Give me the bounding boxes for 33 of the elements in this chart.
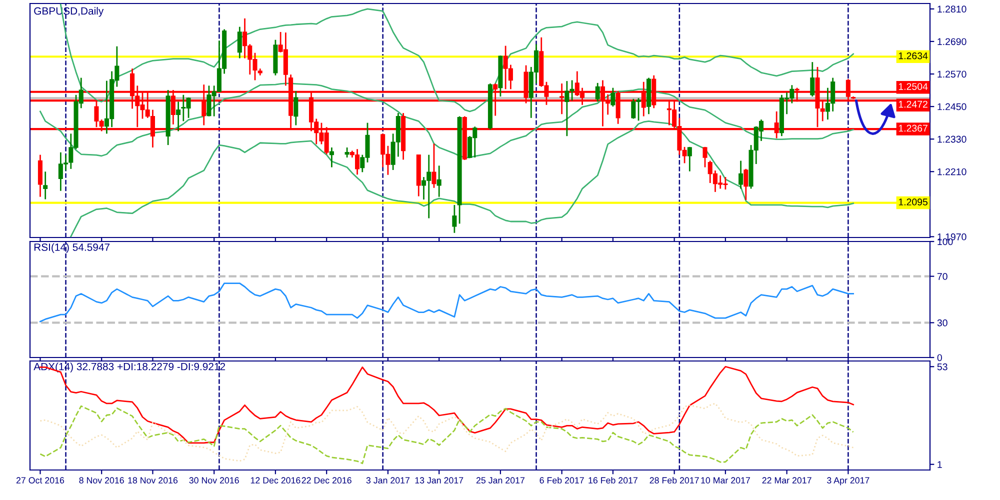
y-tick-label: 53 — [937, 363, 948, 370]
y-tick-label: 1.2330 — [938, 136, 966, 143]
x-tick-label: 25 Jan 2017 — [476, 477, 524, 484]
y-tick-label: 0 — [937, 354, 942, 362]
x-tick-label: 22 Mar 2017 — [762, 477, 812, 484]
x-tick-label: 10 Mar 2017 — [701, 477, 750, 484]
ref-line-label: 1.2367 — [898, 124, 928, 132]
x-tick-label: 16 Feb 2017 — [588, 476, 638, 484]
x-tick-label: 3 Apr 2017 — [827, 477, 870, 486]
x-tick-label: 8 Nov 2016 — [79, 477, 124, 484]
chart-title: RSI(14) 54.5947 — [34, 243, 110, 253]
y-tick-label: 30 — [937, 319, 948, 326]
x-tick-label: 30 Nov 2016 — [189, 477, 239, 484]
x-tick-label: 13 Jan 2017 — [415, 477, 464, 484]
y-tick-label: 1.2690 — [938, 38, 966, 46]
y-tick-label: 1 — [938, 461, 942, 468]
ref-line-label: 1.2504 — [898, 83, 928, 90]
y-tick-label: 70 — [937, 273, 948, 280]
x-tick-label: 12 Dec 2016 — [250, 477, 300, 484]
y-tick-label: 1.2570 — [938, 70, 966, 78]
x-tick-label: 22 Dec 2016 — [302, 477, 352, 484]
y-tick-label: 1.1970 — [938, 233, 966, 240]
x-tick-label: 27 Oct 2016 — [16, 477, 64, 484]
x-tick-label: 6 Feb 2017 — [540, 476, 584, 484]
ref-line-label: 1.2095 — [898, 198, 928, 206]
ref-line-label: 1.2634 — [898, 52, 928, 60]
y-tick-label: 1.2210 — [938, 168, 966, 176]
x-tick-label: 18 Nov 2016 — [128, 477, 178, 484]
y-tick-label: 1.2810 — [938, 6, 966, 13]
ref-line-label: 1.2472 — [898, 100, 928, 108]
y-tick-label: 1.2450 — [938, 103, 966, 110]
x-tick-label: 3 Jan 2017 — [366, 477, 410, 484]
x-tick-label: 28 Feb 2017 — [650, 476, 699, 484]
